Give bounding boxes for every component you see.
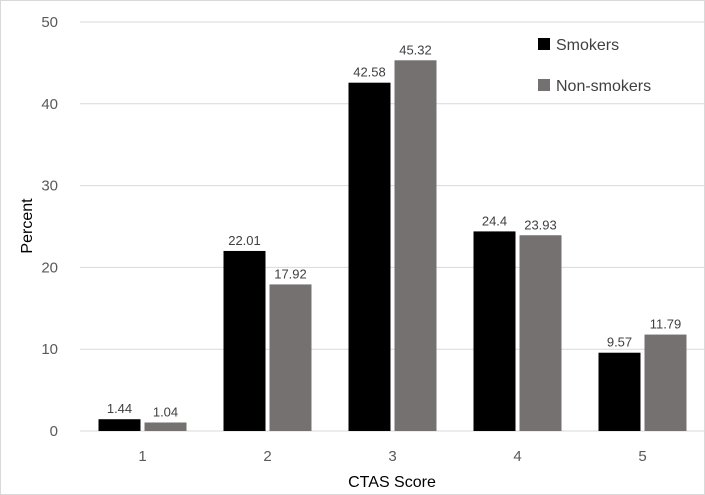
x-tick-label-1: 1 <box>138 448 146 465</box>
x-tick-labels: 1 2 3 4 5 <box>138 448 646 465</box>
y-tick-label-50: 50 <box>41 14 58 31</box>
legend-label-non-smokers: Non-smokers <box>556 78 651 95</box>
legend-swatch-smokers <box>538 38 550 50</box>
x-axis-title: CTAS Score <box>348 474 436 491</box>
x-tick-label-4: 4 <box>513 448 521 465</box>
x-tick-label-5: 5 <box>638 448 646 465</box>
bar-non-smokers-2 <box>269 284 312 431</box>
bar-smokers-4 <box>473 231 516 431</box>
legend-swatch-non-smokers <box>538 79 550 91</box>
data-label-smokers-5: 9.57 <box>607 335 632 350</box>
data-label-non-smokers-3: 45.32 <box>399 42 432 57</box>
bar-smokers-3 <box>348 82 391 431</box>
y-tick-label-40: 40 <box>41 96 58 113</box>
y-tick-label-30: 30 <box>41 178 58 195</box>
bar-non-smokers-4 <box>519 235 562 431</box>
x-tick-label-2: 2 <box>263 448 271 465</box>
data-label-smokers-2: 22.01 <box>228 233 261 248</box>
bar-non-smokers-5 <box>644 334 687 431</box>
data-label-smokers-1: 1.44 <box>107 401 132 416</box>
bar-smokers-2 <box>223 250 266 431</box>
y-axis-title: Percent <box>19 198 36 254</box>
legend-label-smokers: Smokers <box>556 37 619 54</box>
y-tick-label-20: 20 <box>41 259 58 276</box>
bar-non-smokers-1 <box>144 422 187 431</box>
bar-non-smokers-3 <box>394 60 437 431</box>
bar-smokers-1 <box>98 419 141 431</box>
y-tick-label-10: 10 <box>41 341 58 358</box>
data-label-non-smokers-1: 1.04 <box>153 404 178 419</box>
y-tick-label-0: 0 <box>50 423 58 440</box>
bars <box>98 60 687 431</box>
data-label-non-smokers-5: 11.79 <box>650 317 682 332</box>
data-labels: 1.44 1.04 22.01 17.92 42.58 45.32 24.4 23.93 9.5… <box>107 42 681 419</box>
bar-smokers-5 <box>598 352 641 431</box>
x-tick-label-3: 3 <box>388 448 396 465</box>
data-label-non-smokers-2: 17.92 <box>274 266 307 281</box>
data-label-smokers-3: 42.58 <box>353 65 386 80</box>
legend: Smokers Non-smokers <box>538 37 651 95</box>
data-label-smokers-4: 24.4 <box>482 213 507 228</box>
y-tick-labels: 0 10 20 30 40 50 <box>41 14 58 440</box>
data-label-non-smokers-4: 23.93 <box>524 217 557 232</box>
